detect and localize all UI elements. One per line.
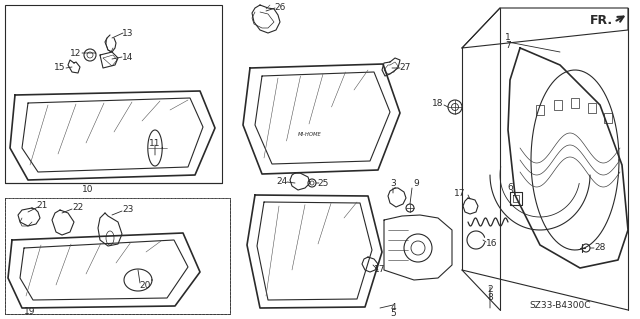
- Text: 2: 2: [487, 286, 493, 294]
- Text: 1: 1: [505, 33, 511, 42]
- Text: 12: 12: [70, 48, 82, 57]
- Text: 15: 15: [54, 63, 66, 72]
- Text: 9: 9: [413, 180, 419, 189]
- Text: 5: 5: [390, 309, 396, 318]
- Text: 13: 13: [122, 28, 134, 38]
- Bar: [588, 103, 596, 113]
- Text: 6: 6: [507, 183, 513, 192]
- Text: 10: 10: [83, 186, 93, 195]
- Text: 18: 18: [432, 99, 444, 108]
- Text: 26: 26: [275, 3, 285, 11]
- Text: 3: 3: [390, 180, 396, 189]
- Bar: [571, 98, 579, 108]
- Bar: [604, 113, 612, 123]
- Text: 19: 19: [24, 308, 36, 316]
- Text: 21: 21: [36, 201, 48, 210]
- Text: 8: 8: [487, 293, 493, 302]
- Text: 17: 17: [454, 189, 466, 197]
- Text: 24: 24: [276, 177, 287, 187]
- Text: 28: 28: [595, 243, 605, 253]
- Text: MI-HOME: MI-HOME: [298, 132, 322, 137]
- Text: SZ33-B4300C: SZ33-B4300C: [529, 300, 591, 309]
- Text: 25: 25: [317, 179, 329, 188]
- Text: 17: 17: [374, 265, 386, 275]
- Text: 14: 14: [122, 53, 134, 62]
- Text: 7: 7: [505, 41, 511, 50]
- Text: 20: 20: [140, 280, 150, 290]
- Text: 22: 22: [72, 204, 84, 212]
- Text: 4: 4: [390, 302, 396, 311]
- Bar: [554, 100, 562, 110]
- Text: 27: 27: [399, 63, 411, 72]
- Text: 23: 23: [122, 205, 134, 214]
- Bar: [536, 105, 544, 115]
- Text: FR.: FR.: [589, 13, 612, 26]
- Text: 16: 16: [486, 239, 498, 248]
- Text: 11: 11: [149, 138, 161, 147]
